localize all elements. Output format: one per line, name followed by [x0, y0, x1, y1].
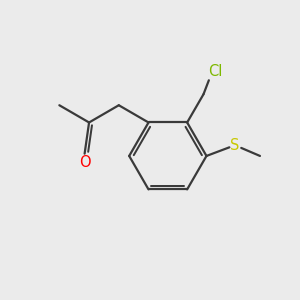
Text: S: S [230, 138, 239, 153]
Text: O: O [79, 154, 90, 169]
Text: Cl: Cl [208, 64, 223, 79]
